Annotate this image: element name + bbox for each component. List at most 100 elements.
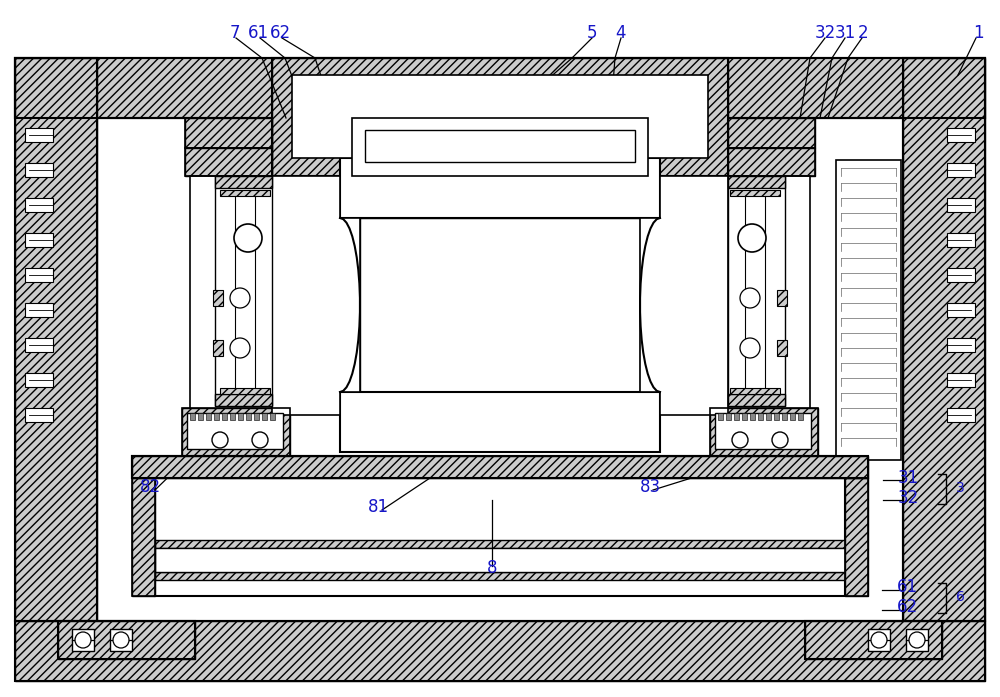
Bar	[728, 394, 785, 406]
Bar	[947, 233, 975, 247]
Bar	[220, 388, 270, 394]
Bar	[947, 163, 975, 177]
Bar	[947, 128, 975, 142]
Bar	[805, 621, 942, 659]
Bar	[215, 394, 272, 406]
Bar	[190, 413, 195, 420]
Circle shape	[740, 288, 760, 308]
Bar	[220, 190, 270, 196]
Bar	[262, 413, 267, 420]
Bar	[715, 413, 811, 449]
Bar	[782, 413, 787, 420]
Bar	[728, 176, 810, 458]
Bar	[110, 629, 132, 651]
Bar	[15, 58, 985, 118]
Bar	[190, 176, 272, 458]
Bar	[798, 413, 803, 420]
Bar	[155, 540, 845, 548]
Bar	[206, 413, 211, 420]
Text: 62: 62	[896, 598, 918, 616]
Bar	[155, 548, 845, 572]
Bar	[97, 118, 903, 621]
Circle shape	[230, 288, 250, 308]
Bar	[270, 413, 275, 420]
Bar	[25, 373, 53, 387]
Text: 32: 32	[814, 24, 836, 42]
Text: 2: 2	[858, 24, 868, 42]
Bar	[272, 58, 728, 176]
Bar	[728, 118, 815, 148]
Bar	[198, 413, 203, 420]
Bar	[728, 148, 815, 176]
Bar	[758, 413, 763, 420]
Bar	[728, 176, 785, 188]
Circle shape	[113, 632, 129, 648]
Bar	[132, 456, 868, 478]
Bar	[132, 478, 155, 596]
Bar	[734, 413, 739, 420]
Bar	[25, 303, 53, 317]
Bar	[718, 413, 723, 420]
Bar	[947, 408, 975, 422]
Text: 82: 82	[139, 478, 161, 496]
Bar	[213, 290, 223, 306]
Circle shape	[75, 632, 91, 648]
Text: 32: 32	[897, 489, 919, 507]
Bar	[845, 478, 868, 596]
Bar	[805, 621, 942, 659]
Bar	[155, 478, 845, 596]
Text: 61: 61	[896, 578, 918, 596]
Bar	[947, 303, 975, 317]
Bar	[766, 413, 771, 420]
Bar	[365, 130, 635, 162]
Bar	[132, 456, 868, 478]
Bar	[726, 413, 731, 420]
Bar	[15, 58, 97, 621]
Bar	[777, 340, 787, 356]
Text: 31: 31	[834, 24, 856, 42]
Bar	[947, 198, 975, 212]
Bar	[187, 413, 283, 449]
Bar	[906, 629, 928, 651]
Bar	[246, 413, 251, 420]
Circle shape	[252, 432, 268, 448]
Bar	[868, 629, 890, 651]
Bar	[774, 413, 779, 420]
Bar	[182, 408, 290, 456]
Bar	[728, 176, 785, 406]
Bar	[730, 388, 780, 394]
Text: 7: 7	[230, 24, 240, 42]
Bar	[710, 408, 818, 456]
Circle shape	[871, 632, 887, 648]
Bar	[15, 621, 985, 681]
Bar	[58, 621, 195, 659]
Bar	[58, 621, 195, 659]
Bar	[947, 268, 975, 282]
Bar	[340, 392, 660, 452]
Bar	[238, 413, 243, 420]
Circle shape	[732, 432, 748, 448]
Text: 8: 8	[487, 559, 497, 577]
Bar	[15, 58, 985, 118]
Bar	[25, 268, 53, 282]
Bar	[215, 176, 272, 188]
Bar	[25, 233, 53, 247]
Text: 81: 81	[367, 498, 389, 516]
Text: 83: 83	[639, 478, 661, 496]
Bar	[25, 163, 53, 177]
Bar	[15, 621, 985, 681]
Text: 62: 62	[269, 24, 291, 42]
Bar	[15, 58, 97, 621]
Bar	[947, 338, 975, 352]
Bar	[947, 373, 975, 387]
Bar	[360, 218, 640, 392]
Bar	[185, 148, 272, 176]
Text: 4: 4	[616, 24, 626, 42]
Circle shape	[772, 432, 788, 448]
Bar	[730, 190, 780, 196]
Bar	[742, 413, 747, 420]
Circle shape	[738, 224, 766, 252]
Polygon shape	[272, 176, 360, 415]
Bar	[352, 118, 648, 176]
Bar	[750, 413, 755, 420]
